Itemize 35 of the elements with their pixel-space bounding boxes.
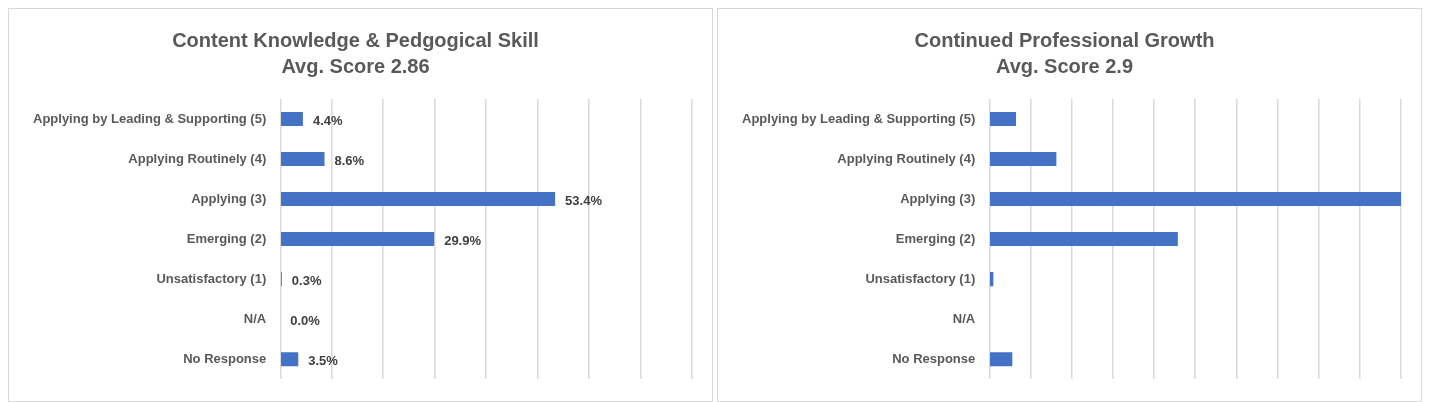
bar	[281, 152, 325, 167]
data-label: 0.0%	[290, 312, 321, 328]
y-tick-label: No Response	[183, 350, 267, 366]
bar	[281, 192, 556, 207]
bar	[281, 352, 299, 367]
y-tick-label: Applying Routinely (4)	[837, 150, 976, 166]
data-label: 29.9%	[444, 232, 482, 248]
y-tick-label: Applying (3)	[900, 190, 976, 206]
data-label: 53.4%	[565, 192, 603, 208]
bar	[281, 112, 303, 127]
y-tick-label: N/A	[243, 310, 267, 326]
bar	[990, 112, 1017, 127]
y-tick-label: Applying by Leading & Supporting (5)	[33, 110, 267, 126]
bar	[990, 152, 1057, 167]
chart-title: Content Knowledge & Pedgogical Skill	[172, 28, 539, 51]
bar	[281, 232, 435, 247]
chart-subtitle: Avg. Score 2.9	[995, 54, 1134, 77]
y-tick-label: Applying (3)	[191, 190, 267, 206]
y-tick-label: Emerging (2)	[895, 230, 976, 246]
bar	[990, 352, 1013, 367]
y-tick-label: Applying by Leading & Supporting (5)	[742, 110, 976, 126]
data-label: 8.6%	[334, 152, 365, 168]
y-tick-label: Emerging (2)	[186, 230, 267, 246]
y-tick-label: Unsatisfactory (1)	[156, 270, 267, 286]
y-tick-label: N/A	[952, 310, 976, 326]
data-label: 0.3%	[291, 272, 322, 288]
y-tick-label: No Response	[892, 350, 976, 366]
chart-subtitle: Avg. Score 2.86	[281, 54, 430, 77]
bar	[990, 232, 1178, 247]
y-tick-label: Unsatisfactory (1)	[865, 270, 976, 286]
data-label: 4.4%	[312, 112, 343, 128]
bar	[990, 192, 1401, 207]
data-label: 3.5%	[308, 352, 339, 368]
chart-title: Continued Professional Growth	[914, 28, 1215, 51]
y-tick-label: Applying Routinely (4)	[128, 150, 267, 166]
